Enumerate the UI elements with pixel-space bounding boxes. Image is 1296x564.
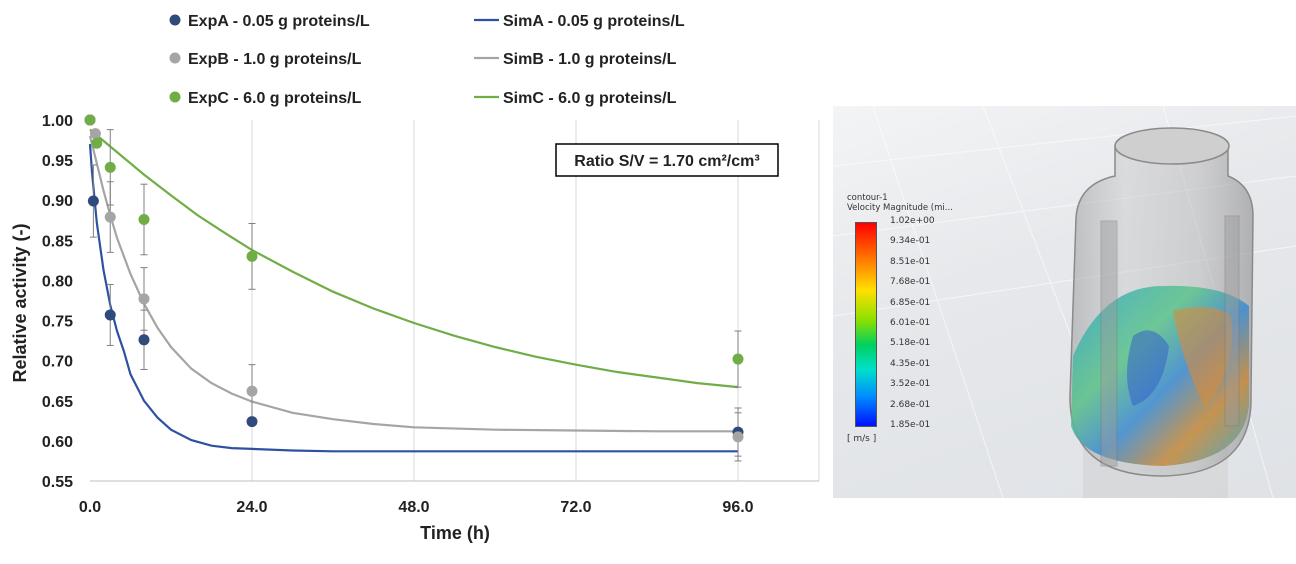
legend-label: ExpC - 6.0 g proteins/L (188, 90, 362, 107)
tick-labels: 0.0 24.0 48.0 72.0 96.0 0.55 0.60 0.65 0.70 0.75 0… (42, 113, 754, 516)
data-point (91, 137, 103, 149)
legend-marker (169, 91, 181, 103)
x-tick-label: 96.0 (722, 499, 753, 516)
data-point (138, 334, 150, 346)
legend-marker (169, 14, 181, 26)
data-point (732, 353, 744, 365)
legend-label: SimA - 0.05 g proteins/L (503, 13, 685, 30)
data-point (87, 195, 99, 207)
colorbar-tick-label: 1.85e-01 (890, 420, 931, 430)
colorbar-tick-label: 9.34e-01 (890, 236, 931, 247)
data-point (246, 385, 258, 397)
data-point (104, 211, 116, 223)
y-tick-label: 0.90 (42, 193, 73, 210)
x-axis-title: Time (h) (420, 523, 490, 543)
y-tick-label: 0.80 (42, 273, 73, 290)
legend-label: SimC - 6.0 g proteins/L (503, 90, 677, 107)
colorbar-tick-label: 6.01e-01 (890, 318, 931, 328)
data-point (138, 213, 150, 225)
colorbar-tick-label: 8.51e-01 (890, 256, 931, 267)
series-line (89, 128, 739, 389)
data-point (104, 161, 116, 173)
data-point (84, 114, 96, 126)
data-point (246, 250, 258, 262)
data-points (84, 114, 744, 443)
colorbar-tick-label: 5.18e-01 (890, 338, 931, 349)
data-point (104, 309, 116, 321)
bioreactor-render (833, 106, 1296, 498)
grid (90, 120, 820, 482)
y-tick-label: 0.95 (42, 153, 73, 170)
y-tick-label: 0.85 (42, 233, 73, 250)
y-tick-label: 0.70 (42, 354, 73, 371)
annotation-text: Ratio S/V = 1.70 cm²/cm³ (574, 153, 759, 170)
y-tick-label: 0.60 (42, 434, 73, 451)
colorbar-tick-label: 3.52e-01 (890, 379, 931, 390)
cfd-velocity-contour-image: contour-1 Velocity Magnitude (mi... 1.02… (833, 106, 1296, 498)
data-point (246, 416, 258, 428)
error-bars (89, 129, 742, 462)
data-point (732, 431, 744, 443)
colorbar-tick-label: 2.68e-01 (890, 399, 931, 410)
x-tick-label: 0.0 (79, 499, 101, 516)
colorbar-unit: [ m/s ] (847, 434, 877, 444)
series-line (88, 135, 738, 433)
x-tick-label: 24.0 (236, 499, 267, 516)
y-tick-label: 0.65 (42, 394, 73, 411)
data-point (89, 128, 101, 140)
colorbar-subtitle: Velocity Magnitude (mi... (847, 203, 953, 213)
data-point (138, 293, 150, 305)
legend: ExpA - 0.05 g proteins/L ExpB - 1.0 g pro… (169, 13, 685, 107)
colorbar (855, 222, 877, 427)
annotation-box: Ratio S/V = 1.70 cm²/cm³ (555, 143, 779, 177)
y-tick-label: 1.00 (42, 113, 73, 130)
x-tick-label: 72.0 (560, 499, 591, 516)
legend-label: ExpA - 0.05 g proteins/L (188, 13, 370, 30)
y-tick-label: 0.75 (42, 314, 73, 331)
legend-label: SimB - 1.0 g proteins/L (503, 51, 677, 68)
legend-marker (169, 52, 181, 64)
colorbar-tick-label: 4.35e-01 (890, 358, 931, 369)
colorbar-tick-label: 6.85e-01 (890, 297, 931, 308)
y-tick-label: 0.55 (42, 474, 73, 491)
chart: ExpA - 0.05 g proteins/L ExpB - 1.0 g pro… (10, 13, 820, 543)
colorbar-title: contour-1 (847, 193, 888, 203)
series-line (88, 144, 738, 453)
simulation-curves (88, 128, 739, 453)
colorbar-tick-label: 7.68e-01 (890, 277, 931, 288)
colorbar-tick-label: 1.02e+00 (890, 216, 935, 226)
y-axis-title: Relative activity (-) (10, 223, 30, 382)
legend-label: ExpB - 1.0 g proteins/L (188, 51, 362, 68)
x-tick-label: 48.0 (398, 499, 429, 516)
